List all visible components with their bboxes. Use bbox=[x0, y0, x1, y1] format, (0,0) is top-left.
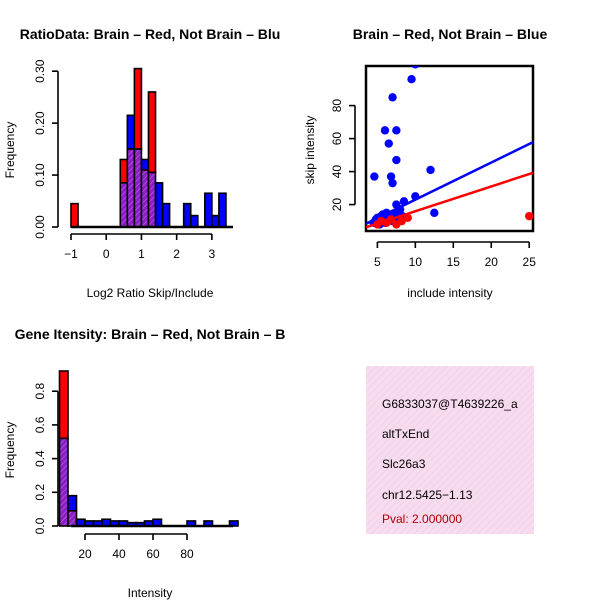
scatter-plot-area bbox=[366, 66, 533, 229]
ratio-histogram-xlabel: Log2 Ratio Skip/Include bbox=[87, 286, 214, 300]
intensity-histogram-ylabel: Frequency bbox=[3, 422, 17, 479]
scatter-point-not-brain bbox=[386, 172, 396, 181]
scatter-point-not-brain bbox=[388, 93, 397, 102]
bar-not-brain bbox=[204, 192, 213, 228]
bar-overlap bbox=[58, 437, 69, 527]
bar-not-brain bbox=[161, 202, 171, 228]
scatter-point-not-brain bbox=[430, 208, 439, 218]
x-tick-label: 5 bbox=[374, 255, 381, 269]
ratio-histogram-axes: 0.00 0.10 0.20 0.30 −1 0 1 2 3 bbox=[33, 59, 216, 261]
intensity-histogram-axes: 0.0 0.2 0.4 0.6 0.8 20 40 60 80 bbox=[33, 383, 194, 561]
intensity-histogram-bars bbox=[58, 370, 239, 527]
pval-text: Pval: 2.000000 bbox=[382, 512, 462, 526]
bar-not-brain bbox=[211, 214, 220, 228]
bar-brain bbox=[70, 202, 79, 228]
bar-overlap bbox=[133, 148, 143, 228]
scatter-point-not-brain bbox=[370, 172, 379, 181]
scatter-marks bbox=[366, 66, 533, 229]
y-tick-label: 0.0 bbox=[33, 517, 47, 534]
bar-overlap bbox=[140, 169, 150, 228]
bar-overlap bbox=[119, 182, 129, 228]
y-tick-label: 40 bbox=[330, 165, 344, 179]
y-tick-label: 80 bbox=[330, 99, 344, 113]
x-tick-label: 40 bbox=[112, 547, 126, 561]
y-tick-label: 0.8 bbox=[33, 383, 47, 400]
bar-brain bbox=[147, 91, 157, 174]
x-tick-label: 3 bbox=[209, 247, 216, 261]
scatter-plot-box bbox=[364, 64, 535, 233]
ratio-histogram-ylabel: Frequency bbox=[3, 122, 17, 179]
fit-line-not-brain bbox=[366, 140, 533, 225]
y-tick-label: 20 bbox=[330, 198, 344, 212]
y-tick-label: 0.6 bbox=[33, 416, 47, 433]
y-tick-label: 0.30 bbox=[33, 59, 47, 83]
info-panel: G6833037@T4639226_a altTxEnd Slc26a3 chr… bbox=[366, 366, 534, 534]
bar-not-brain bbox=[67, 494, 78, 512]
bar-not-brain bbox=[228, 520, 239, 527]
bar-not-brain bbox=[182, 202, 192, 228]
bar-overlap bbox=[67, 510, 78, 527]
scatter-point-not-brain bbox=[392, 126, 401, 135]
x-tick-label: −1 bbox=[64, 247, 78, 261]
bar-overlap bbox=[126, 148, 136, 228]
scatter-title: Brain – Red, Not Brain – Blue bbox=[353, 26, 548, 42]
scatter-point-not-brain bbox=[411, 66, 420, 69]
scatter-point-not-brain bbox=[407, 75, 416, 84]
bar-not-brain bbox=[126, 114, 136, 150]
scatter-point-not-brain bbox=[392, 155, 401, 165]
scatter-point-brain bbox=[525, 211, 533, 221]
fit-line-brain bbox=[366, 171, 533, 229]
x-tick-label: 2 bbox=[173, 247, 180, 261]
intensity-histogram-title: Gene Itensity: Brain – Red, Not Brain – … bbox=[15, 326, 286, 342]
scatter-axes: 20 40 60 80 5 10 15 20 25 bbox=[330, 99, 536, 269]
ratio-histogram-title: RatioData: Brain – Red, Not Brain – Blu bbox=[20, 26, 281, 42]
ratio-histogram-panel: RatioData: Brain – Red, Not Brain – Blu … bbox=[3, 26, 280, 300]
y-tick-label: 60 bbox=[330, 132, 344, 146]
x-tick-label: 10 bbox=[409, 255, 423, 269]
scatter-point-brain bbox=[403, 213, 412, 222]
scatter-point-not-brain bbox=[388, 178, 397, 188]
ratio-histogram-bars bbox=[70, 67, 227, 228]
scatter-point-not-brain bbox=[380, 126, 390, 135]
bar-not-brain bbox=[218, 192, 227, 228]
x-tick-label: 1 bbox=[138, 247, 145, 261]
bar-brain bbox=[58, 370, 69, 440]
location-text: chr12.5425−1.13 bbox=[382, 488, 473, 502]
x-tick-label: 60 bbox=[146, 547, 160, 561]
y-tick-label: 0.2 bbox=[33, 484, 47, 501]
gene-id-text: G6833037@T4639226_a bbox=[382, 397, 518, 411]
y-tick-label: 0.4 bbox=[33, 450, 47, 467]
gene-name-text: Slc26a3 bbox=[382, 457, 426, 471]
x-tick-label: 25 bbox=[523, 255, 537, 269]
intensity-histogram-xlabel: Intensity bbox=[128, 586, 173, 600]
bar-brain bbox=[133, 67, 143, 150]
scatter-xlabel: include intensity bbox=[407, 286, 492, 300]
bar-brain bbox=[119, 158, 129, 184]
event-type-text: altTxEnd bbox=[382, 427, 429, 441]
x-tick-label: 0 bbox=[103, 247, 110, 261]
y-tick-label: 0.00 bbox=[33, 215, 47, 239]
bar-not-brain bbox=[154, 182, 164, 228]
x-tick-label: 15 bbox=[447, 255, 461, 269]
scatter-point-not-brain bbox=[384, 139, 393, 148]
bar-not-brain bbox=[189, 214, 199, 228]
intensity-histogram-panel: Gene Itensity: Brain – Red, Not Brain – … bbox=[3, 326, 285, 600]
y-tick-label: 0.20 bbox=[33, 111, 47, 135]
scatter-panel: Brain – Red, Not Brain – Blue 20 40 60 80 5 1… bbox=[303, 26, 547, 300]
x-tick-label: 20 bbox=[485, 255, 499, 269]
info-panel-background bbox=[366, 366, 534, 534]
scatter-point-not-brain bbox=[426, 165, 435, 175]
bar-overlap bbox=[147, 171, 157, 228]
y-tick-label: 0.10 bbox=[33, 163, 47, 187]
bar-not-brain bbox=[140, 158, 150, 171]
x-tick-label: 80 bbox=[180, 547, 194, 561]
x-tick-label: 20 bbox=[78, 547, 92, 561]
scatter-ylabel: skip intensity bbox=[303, 116, 317, 185]
